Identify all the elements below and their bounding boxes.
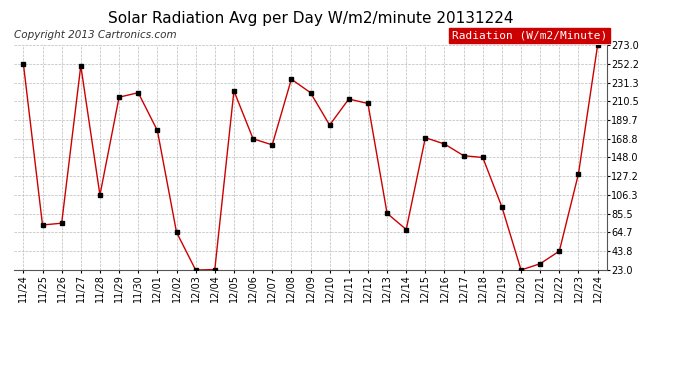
Text: Solar Radiation Avg per Day W/m2/minute 20131224: Solar Radiation Avg per Day W/m2/minute …	[108, 11, 513, 26]
Text: Radiation (W/m2/Minute): Radiation (W/m2/Minute)	[452, 30, 607, 40]
Text: Copyright 2013 Cartronics.com: Copyright 2013 Cartronics.com	[14, 30, 177, 40]
